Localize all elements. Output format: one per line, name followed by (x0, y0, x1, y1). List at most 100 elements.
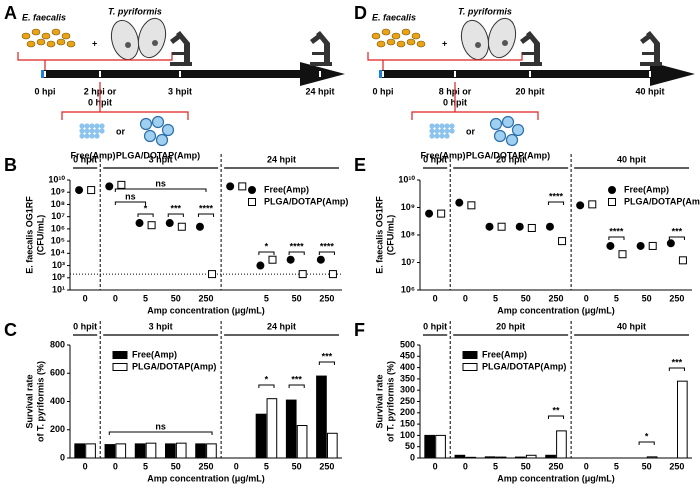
nucleus (502, 40, 508, 46)
data-point (238, 182, 247, 191)
bacterium (21, 32, 31, 40)
drug-dot (94, 133, 100, 139)
legend-marker (608, 186, 616, 194)
bacterium (31, 28, 41, 36)
data-point (75, 186, 84, 195)
or-label: or (116, 126, 125, 136)
y-tick-label: 10⁷ (401, 257, 415, 267)
x-tick-label: 50 (171, 293, 181, 303)
y-axis-title: of T. pyriformis (%) (385, 361, 395, 442)
organism-label: T. pyriformis (458, 6, 512, 16)
x-tick-label: 250 (319, 293, 334, 303)
data-point (226, 182, 235, 191)
y-tick-label: 10² (52, 272, 65, 282)
bacterium (401, 28, 411, 36)
timepoint-label: 40 hpit (635, 86, 664, 96)
significance-label: *** (672, 226, 683, 236)
bar (104, 444, 116, 459)
bar (495, 456, 507, 459)
time-tick (44, 71, 46, 77)
x-tick-label: 50 (642, 293, 652, 303)
x-tick-label: 5 (264, 293, 269, 303)
drug-dot (439, 133, 445, 139)
drug-dot (434, 133, 440, 139)
x-axis-title: Amp concentration (μg/mL) (147, 305, 265, 315)
significance-label: *** (171, 203, 182, 213)
panel-letter: A (4, 3, 17, 23)
start-marker (41, 70, 44, 78)
microscope (520, 31, 542, 66)
protozoan (137, 17, 167, 59)
drug-dot (84, 123, 90, 129)
y-tick-label: 10¹⁰ (48, 174, 65, 184)
y-tick-label: 800 (50, 339, 65, 349)
bar (255, 413, 267, 459)
bar (195, 443, 206, 459)
y-tick-label: 400 (50, 396, 65, 406)
significance-label: *** (291, 374, 302, 384)
x-tick-label: 0 (433, 293, 438, 303)
nanoparticle (501, 115, 515, 129)
group-label: 40 hpit (617, 154, 646, 164)
data-point (527, 223, 536, 232)
treatment-label: Free(Amp) (420, 150, 465, 160)
x-tick-label: 5 (264, 461, 269, 471)
significance-bracket (608, 236, 625, 240)
bar (74, 443, 86, 459)
timeline (41, 70, 304, 78)
x-tick-label: 250 (319, 461, 334, 471)
legend-label: PLGA/DOTAP(Amp) (482, 361, 566, 371)
significance-bracket (197, 213, 215, 217)
legend-label: Free(Amp) (264, 184, 309, 194)
x-tick-label: 250 (198, 293, 213, 303)
timepoint-label: 3 hpit (168, 86, 192, 96)
legend-marker (608, 198, 616, 206)
nanoparticle (489, 117, 503, 131)
data-point (87, 186, 96, 195)
significance-label: *** (322, 351, 333, 361)
y-tick-label: 200 (50, 424, 65, 434)
significance-label: * (144, 203, 148, 213)
drug-dot (99, 123, 105, 129)
treatment-label: Free(Amp) (70, 150, 115, 160)
drug-dot (429, 123, 435, 129)
nucleus (152, 40, 158, 46)
bar (85, 443, 96, 459)
bar (326, 432, 338, 459)
treatment-label: PLGA/DOTAP(Amp) (466, 150, 550, 160)
drug-dot (89, 133, 95, 139)
nanoparticle (139, 117, 153, 131)
legend-marker (112, 351, 128, 359)
bar (266, 398, 278, 459)
nucleus (475, 42, 481, 48)
y-tick-label: 400 (400, 362, 415, 372)
data-point (437, 209, 446, 218)
y-axis-title: E. faecalis OG1RF (24, 196, 34, 274)
x-tick-label: 0 (584, 461, 589, 471)
bacterium (36, 38, 46, 46)
panel-letter: D (354, 3, 367, 23)
significance-bracket (137, 213, 154, 217)
x-tick-label: 250 (548, 293, 563, 303)
x-tick-label: 50 (171, 461, 181, 471)
y-axis-title: Survival rate (24, 374, 34, 428)
group-label: 0 hpit (73, 321, 97, 331)
drug-dot (439, 123, 445, 129)
plus-sign: + (442, 38, 447, 48)
x-tick-label: 5 (614, 461, 619, 471)
or-label: or (466, 126, 475, 136)
timeline-arrow (650, 62, 695, 86)
legend-label: PLGA/DOTAP(Amp) (132, 361, 216, 371)
drug-dot (429, 133, 435, 139)
bracket (61, 82, 189, 120)
y-tick-label: 250 (400, 396, 415, 406)
legend-label: Free(Amp) (624, 184, 669, 194)
significance-bracket (668, 236, 685, 240)
y-tick-label: 600 (50, 368, 65, 378)
y-tick-label: 10⁵ (51, 235, 65, 245)
significance-label: ** (552, 405, 560, 415)
bacterium (61, 32, 71, 40)
y-tick-label: 10⁴ (51, 248, 65, 258)
y-tick-label: 150 (400, 418, 415, 428)
